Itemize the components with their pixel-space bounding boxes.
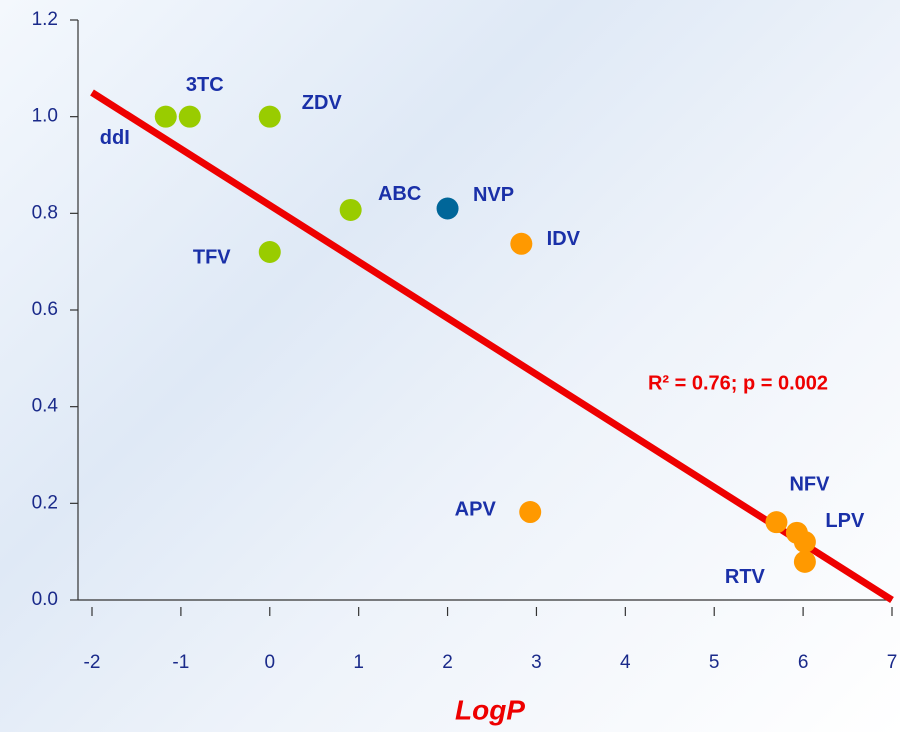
point: [519, 501, 542, 524]
y-tick-label: 0.0: [32, 589, 58, 610]
x-tick-label: 0: [264, 652, 275, 673]
point: [178, 105, 201, 128]
point-label: NFV: [789, 473, 830, 495]
point-label: ddI: [100, 127, 130, 149]
y-tick-label: 0.6: [32, 299, 58, 320]
point-label: ABC: [378, 183, 421, 205]
point-label: TFV: [193, 246, 231, 268]
point: [258, 105, 281, 128]
point-label: IDV: [547, 228, 581, 250]
point-label: RTV: [725, 566, 766, 588]
point: [510, 232, 533, 255]
x-tick-label: 7: [887, 652, 898, 673]
trend-line: [90, 89, 894, 603]
x-tick-label: 5: [709, 652, 720, 673]
point: [339, 198, 362, 221]
point: [793, 531, 816, 553]
x-tick-label: -2: [84, 652, 101, 673]
x-tick-label: -1: [172, 652, 189, 673]
y-tick-label: 1.2: [32, 9, 58, 30]
point-label: ZDV: [302, 92, 343, 114]
x-tick-label: 2: [442, 652, 453, 673]
point-label: LPV: [825, 510, 865, 532]
point: [258, 241, 281, 263]
point-label: 3TC: [186, 74, 224, 96]
annotation: R² = 0.76; p = 0.002: [648, 372, 828, 394]
point-label: NVP: [473, 184, 514, 206]
y-tick-label: 0.8: [32, 202, 58, 223]
point-label: APV: [455, 498, 497, 520]
x-tick-label: 1: [353, 652, 364, 673]
x-tick-label: 4: [620, 652, 631, 673]
point: [765, 511, 788, 534]
y-tick-label: 0.2: [32, 492, 58, 513]
y-tick-label: 0.4: [32, 396, 59, 417]
point: [436, 197, 459, 220]
point: [154, 105, 177, 128]
y-tick-label: 1.0: [32, 106, 58, 127]
x-axis-label: LogP: [455, 694, 525, 725]
x-tick-label: 3: [531, 652, 542, 673]
point: [793, 550, 816, 573]
x-tick-label: 6: [798, 652, 809, 673]
